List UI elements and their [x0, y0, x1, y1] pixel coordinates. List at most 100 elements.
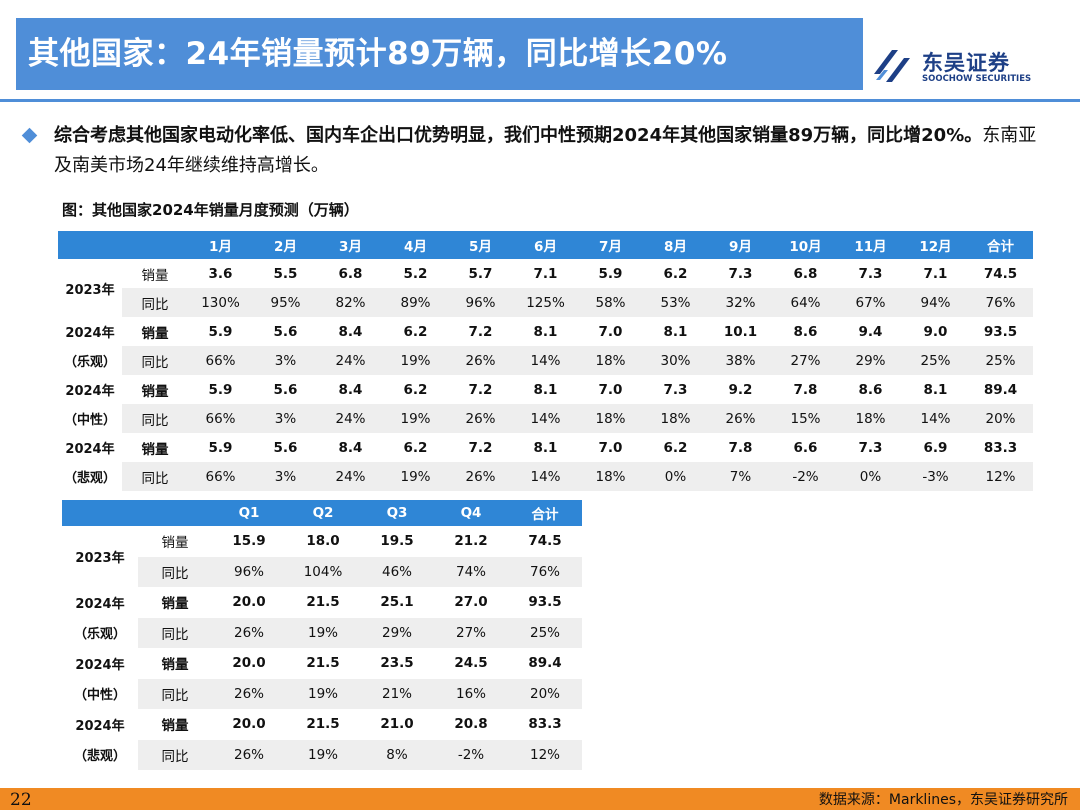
sales-cell: 7.3: [643, 375, 708, 404]
sales-cell: 25.1: [360, 587, 434, 618]
yoy-cell: 66%: [188, 404, 253, 433]
row-group-label: 2024年: [65, 384, 115, 399]
sales-cell: 23.5: [360, 648, 434, 679]
quarterly-forecast-table: Q1 Q2 Q3 Q4 合计 2023年 销量 15.9 18.0 19.5 21.2 74.5 同比…: [62, 500, 582, 770]
yoy-cell: 95%: [253, 288, 318, 317]
summary-text: 综合考虑其他国家电动化率低、国内车企出口优势明显，我们中性预期2024年其他国家…: [54, 121, 1054, 181]
page-number: 22: [10, 790, 32, 810]
sales-cell: 21.0: [360, 709, 434, 740]
sales-cell: 7.1: [513, 259, 578, 288]
yoy-cell: 66%: [188, 346, 253, 375]
table-row: 2023年 销量 15.9 18.0 19.5 21.2 74.5: [62, 526, 582, 566]
yoy-cell: 3%: [253, 462, 318, 491]
header-blank: [58, 231, 188, 259]
sales-cell: 5.5: [253, 259, 318, 288]
table-header-row: 1月 2月 3月 4月 5月 6月 7月 8月 9月 10月 11月 12月 合计: [58, 231, 1033, 259]
sales-cell: 8.1: [643, 317, 708, 346]
sales-cell: 74.5: [508, 526, 582, 557]
sales-cell: 6.2: [383, 433, 448, 462]
yoy-cell: 0%: [643, 462, 708, 491]
yoy-cell: 20%: [508, 678, 582, 709]
column-header: 11月: [838, 231, 903, 259]
sales-cell: 5.9: [578, 259, 643, 288]
metric-label: 销量: [122, 259, 188, 288]
sales-cell: 21.5: [286, 709, 360, 740]
data-source: 数据来源：Marklines，东吴证券研究所: [818, 792, 1068, 808]
column-header: 1月: [188, 231, 253, 259]
sales-cell: 89.4: [508, 648, 582, 679]
yoy-cell: 25%: [903, 346, 968, 375]
table-header-row: Q1 Q2 Q3 Q4 合计: [62, 500, 582, 526]
yoy-cell: 64%: [773, 288, 838, 317]
yoy-cell: 82%: [318, 288, 383, 317]
sales-cell: 5.6: [253, 317, 318, 346]
diamond-bullet-icon: [21, 127, 38, 144]
yoy-cell: 76%: [968, 288, 1033, 317]
yoy-cell: 0%: [838, 462, 903, 491]
sales-cell: 20.0: [212, 709, 286, 740]
figure-title: 图：其他国家2024年销量月度预测（万辆）: [62, 201, 359, 219]
yoy-cell: 14%: [513, 462, 578, 491]
yoy-cell: -2%: [434, 739, 508, 770]
row-group-label: （乐观）: [73, 627, 126, 643]
row-group-label: 2023年: [65, 282, 115, 298]
sales-cell: 7.2: [448, 375, 513, 404]
sales-cell: 6.8: [318, 259, 383, 288]
sales-cell: 21.5: [286, 648, 360, 679]
yoy-cell: 19%: [383, 404, 448, 433]
yoy-cell: 32%: [708, 288, 773, 317]
soochow-logo-icon: [874, 50, 910, 82]
sales-cell: 7.3: [838, 259, 903, 288]
sales-cell: 8.6: [838, 375, 903, 404]
table-row: （中性） 同比 66% 3% 24% 19% 26% 14% 18% 18% 26% 15% 18% 14…: [58, 404, 1033, 433]
sales-cell: 6.8: [773, 259, 838, 288]
sales-cell: 18.0: [286, 526, 360, 557]
sales-cell: 20.0: [212, 648, 286, 679]
row-group-label: （悲观）: [63, 471, 116, 486]
row-group-label: 2024年: [75, 718, 125, 734]
yoy-cell: 7%: [708, 462, 773, 491]
yoy-cell: 76%: [508, 556, 582, 587]
table-row: 2024年 销量 20.0 21.5 23.5 24.5 89.4: [62, 648, 582, 679]
metric-label: 销量: [122, 317, 188, 346]
yoy-cell: 24%: [318, 462, 383, 491]
row-group-label: 2024年: [65, 326, 115, 341]
sales-cell: 93.5: [968, 317, 1033, 346]
yoy-cell: 26%: [212, 678, 286, 709]
table-row: 2023年 销量 3.6 5.5 6.8 5.2 5.7 7.1 5.9 6.2 7.3 6.8 7.3…: [58, 259, 1033, 298]
company-logo: 东吴证券 SOOCHOW SECURITIES: [870, 44, 1040, 90]
yoy-cell: 18%: [578, 404, 643, 433]
sales-cell: 5.6: [253, 433, 318, 462]
metric-label: 销量: [138, 587, 212, 618]
table-row: 2024年 销量 20.0 21.5 25.1 27.0 93.5: [62, 587, 582, 618]
sales-cell: 8.1: [513, 317, 578, 346]
row-group-label: 2024年: [75, 657, 125, 673]
column-header: 2月: [253, 231, 318, 259]
column-header: 3月: [318, 231, 383, 259]
yoy-cell: 89%: [383, 288, 448, 317]
yoy-cell: 25%: [508, 617, 582, 648]
yoy-cell: 94%: [903, 288, 968, 317]
metric-label: 销量: [138, 648, 212, 679]
sales-cell: 8.1: [513, 433, 578, 462]
sales-cell: 8.4: [318, 433, 383, 462]
metric-label: 同比: [138, 617, 212, 648]
column-header: 12月: [903, 231, 968, 259]
yoy-cell: 25%: [968, 346, 1033, 375]
yoy-cell: 8%: [360, 739, 434, 770]
yoy-cell: 30%: [643, 346, 708, 375]
logo-english-name: SOOCHOW SECURITIES: [922, 74, 1032, 84]
sales-cell: 83.3: [508, 709, 582, 740]
sales-cell: 8.4: [318, 317, 383, 346]
sales-cell: 5.6: [253, 375, 318, 404]
yoy-cell: 18%: [578, 462, 643, 491]
sales-cell: 5.9: [188, 433, 253, 462]
sales-cell: 3.6: [188, 259, 253, 288]
yoy-cell: 53%: [643, 288, 708, 317]
column-header: 7月: [578, 231, 643, 259]
yoy-cell: 26%: [448, 404, 513, 433]
metric-label: 销量: [138, 526, 212, 557]
sales-cell: 5.9: [188, 317, 253, 346]
yoy-cell: 58%: [578, 288, 643, 317]
yoy-cell: 14%: [513, 346, 578, 375]
